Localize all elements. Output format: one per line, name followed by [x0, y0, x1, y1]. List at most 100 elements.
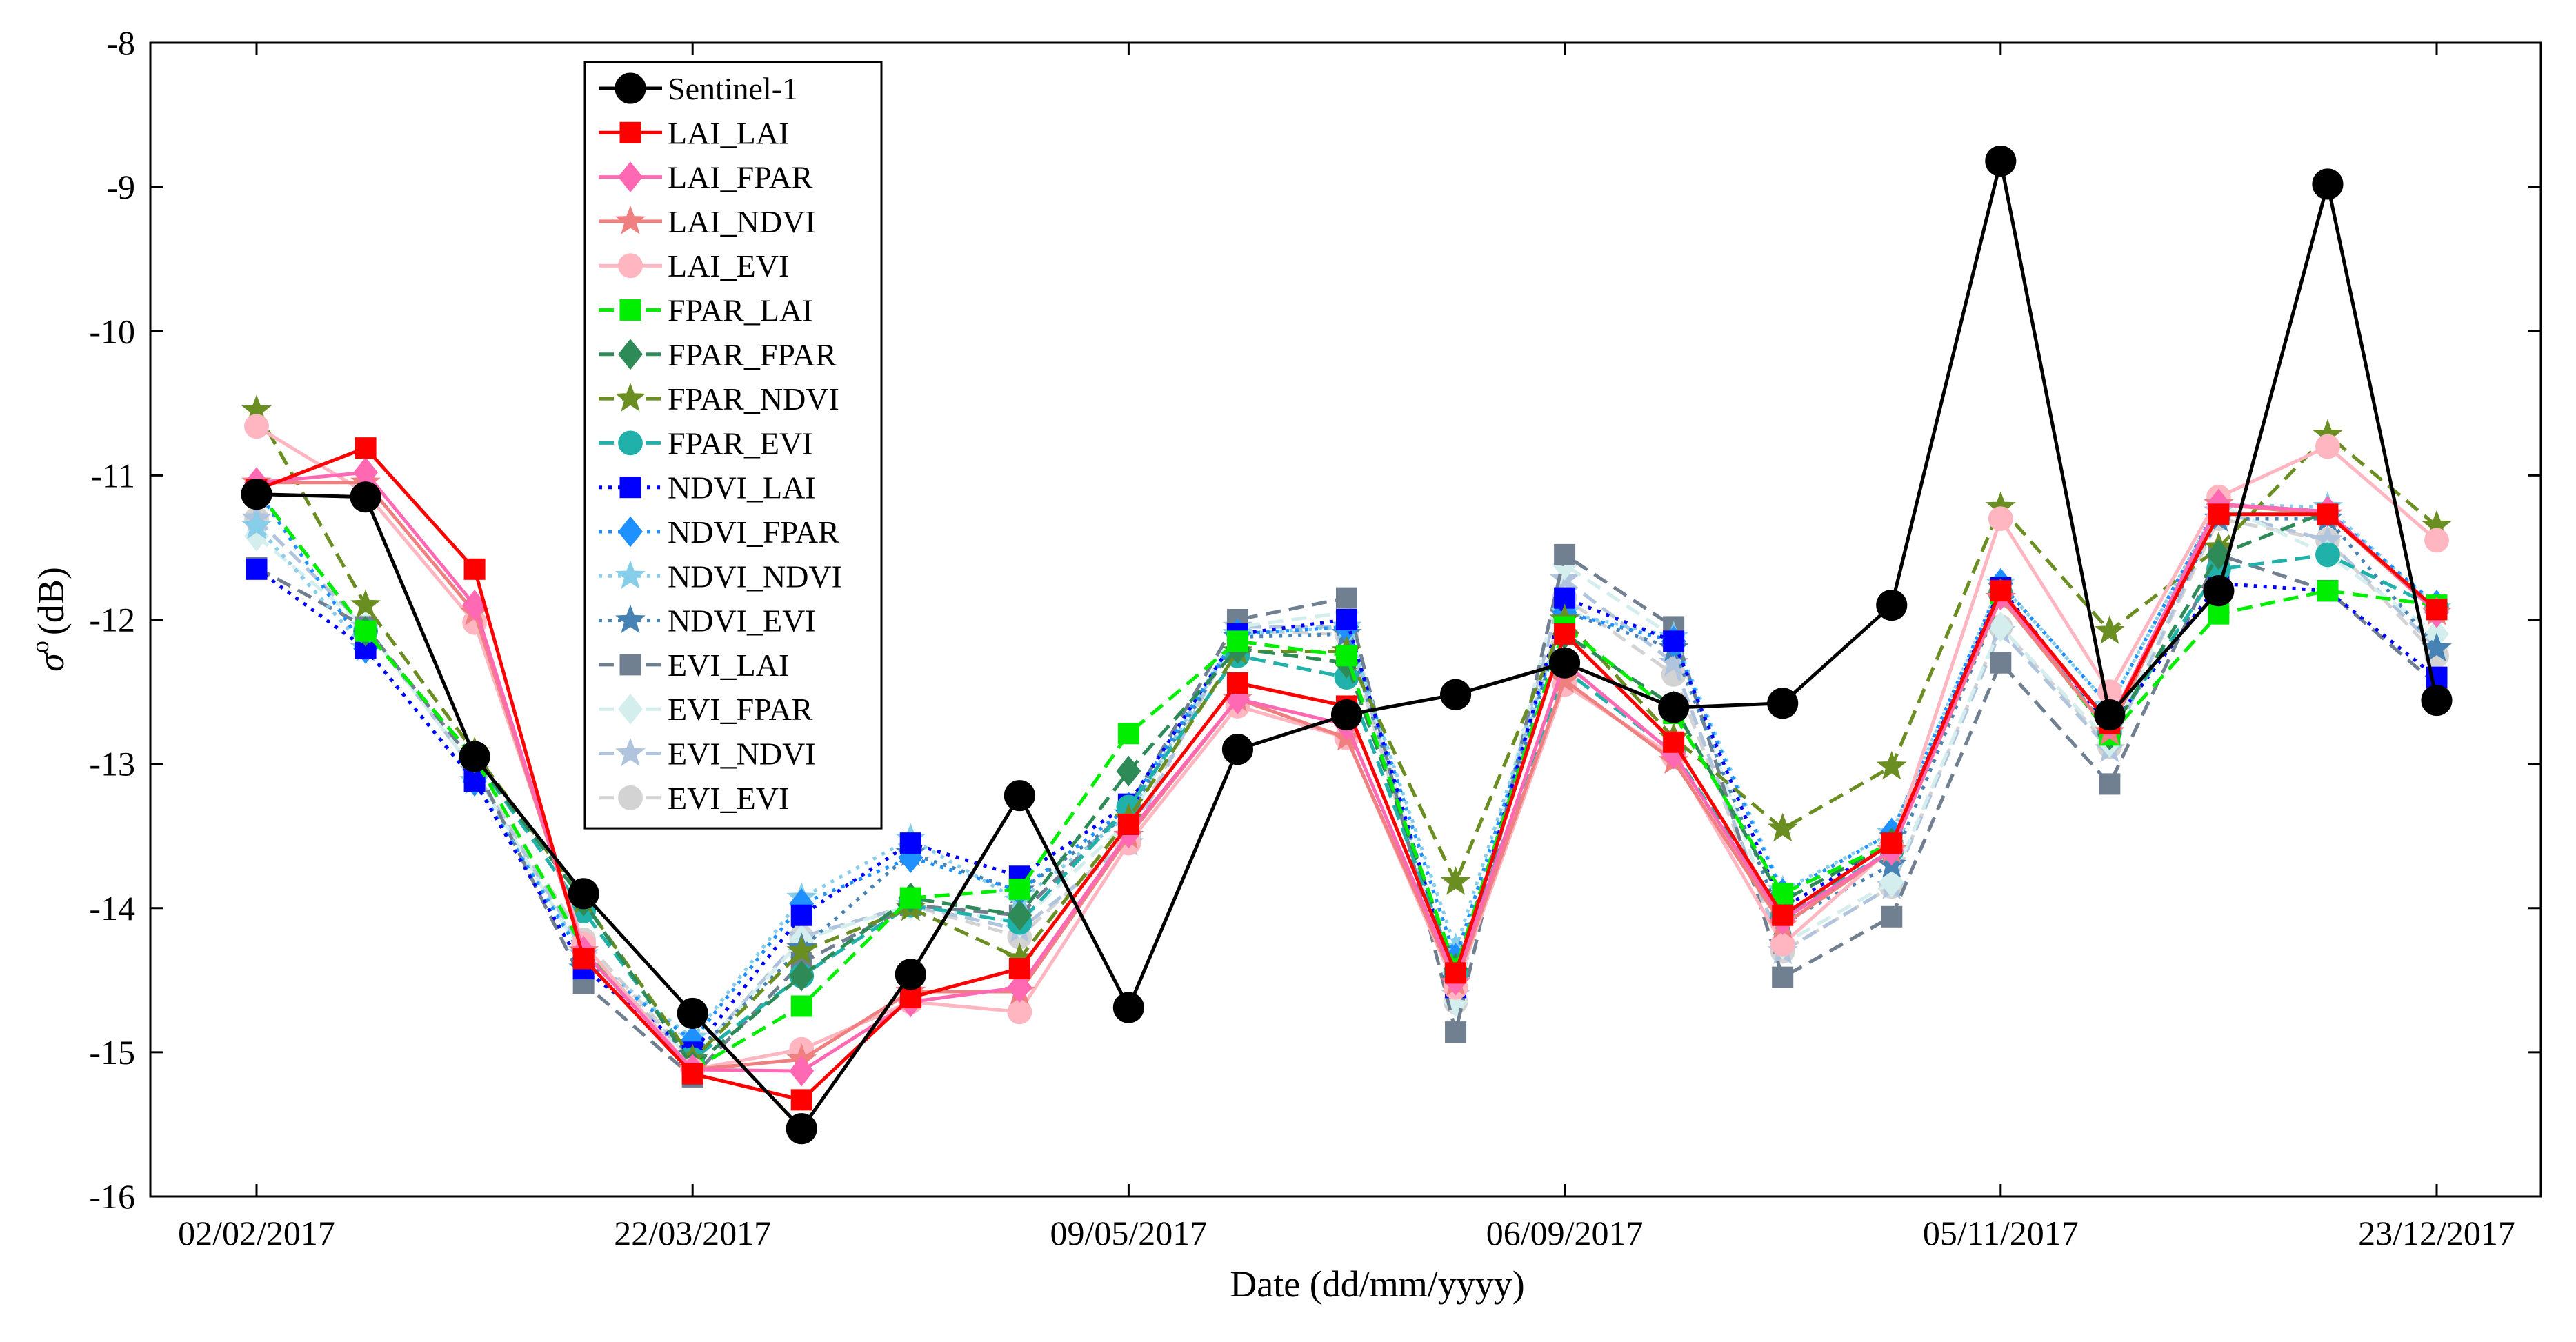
data-point: [786, 1113, 817, 1145]
data-point: [1881, 905, 1903, 928]
legend-marker: [618, 339, 643, 370]
y-tick-label: -10: [89, 312, 135, 350]
data-point: [244, 414, 269, 439]
data-point: [2426, 666, 2448, 688]
legend-label: LAI_NDVI: [668, 204, 816, 239]
data-point: [246, 558, 268, 580]
data-point: [1988, 611, 2013, 643]
data-point: [463, 770, 486, 792]
data-point: [1007, 972, 1032, 1003]
legend-label: FPAR_NDVI: [668, 381, 839, 417]
y-axis: -16 -15 -14 -13 -12 -11 -10 -9 -8: [89, 23, 2541, 1216]
y-axis-label: σo (dB): [26, 567, 72, 672]
y-tick-label: -13: [89, 745, 135, 783]
legend-marker: [618, 253, 643, 279]
data-point: [786, 935, 817, 965]
legend-label: NDVI_LAI: [668, 470, 816, 505]
data-point: [1445, 962, 1467, 984]
legend-label: FPAR_EVI: [668, 425, 812, 461]
data-point: [355, 620, 377, 642]
data-point: [568, 878, 599, 910]
data-point: [463, 558, 486, 580]
data-point: [2094, 615, 2125, 644]
data-point: [1221, 734, 1253, 765]
legend-marker: [615, 72, 646, 104]
data-point: [1440, 679, 1472, 710]
legend-label: LAI_LAI: [668, 115, 789, 150]
data-point: [1988, 506, 2013, 532]
legend-marker: [618, 430, 643, 456]
y-tick-label: -16: [89, 1177, 135, 1216]
data-point: [790, 1089, 812, 1111]
data-point: [1117, 723, 1139, 745]
legend-marker: [618, 516, 643, 548]
legend-label: NDVI_NDVI: [668, 559, 842, 594]
data-point: [1985, 145, 2017, 177]
data-point: [1772, 883, 1794, 905]
data-point: [2206, 539, 2231, 570]
x-tick-label: 02/02/2017: [178, 1214, 335, 1252]
data-point: [899, 887, 921, 909]
data-point: [790, 904, 812, 926]
y-tick-label: -12: [89, 601, 135, 639]
data-point: [459, 741, 490, 772]
y-tick-label: -11: [90, 456, 135, 494]
data-point: [2317, 580, 2339, 602]
x-tick-label: 23/12/2017: [2358, 1214, 2515, 1252]
legend-label: EVI_EVI: [668, 781, 789, 816]
legend-marker: [619, 121, 641, 143]
series-Sentinel-1: [241, 145, 2453, 1145]
data-point: [1004, 780, 1035, 812]
y-axis-label-superscript: o: [26, 641, 54, 653]
legend-marker: [618, 161, 643, 193]
data-point: [1881, 832, 1903, 854]
legend-label: FPAR_FPAR: [668, 337, 837, 372]
data-point: [1330, 699, 1363, 731]
data-point: [1336, 587, 1357, 609]
data-point: [1990, 580, 2012, 602]
legend-marker: [618, 693, 643, 725]
data-point: [241, 479, 272, 510]
data-point: [1336, 609, 1357, 630]
x-tick-label: 06/09/2017: [1486, 1214, 1644, 1252]
data-point: [2315, 434, 2340, 459]
legend-label: NDVI_EVI: [668, 603, 816, 639]
data-point: [2312, 168, 2344, 200]
legend-label: FPAR_LAI: [668, 293, 812, 328]
data-point: [681, 1063, 703, 1085]
legend-marker: [615, 604, 646, 634]
data-point: [1226, 630, 1248, 652]
data-point: [899, 986, 921, 1008]
data-point: [1554, 623, 1576, 645]
data-point: [1879, 866, 1904, 898]
y-axis-label-unit: (dB): [30, 567, 72, 635]
data-point: [1116, 755, 1141, 787]
data-point: [1008, 879, 1030, 901]
legend-label: EVI_LAI: [668, 648, 789, 683]
data-point: [244, 520, 269, 552]
data-point: [1117, 813, 1139, 835]
data-point: [1008, 958, 1030, 980]
data-point: [1554, 543, 1576, 565]
data-point: [2317, 503, 2339, 525]
legend-label: Sentinel-1: [668, 71, 798, 106]
legend-marker: [619, 299, 641, 321]
data-point: [2426, 599, 2448, 621]
data-point: [1772, 904, 1794, 926]
legend-label: LAI_FPAR: [668, 160, 813, 195]
y-tick-label: -8: [106, 23, 135, 62]
data-point: [1445, 1021, 1467, 1043]
legend: Sentinel-1 LAI_LAI LAI_FPAR LAI_NDVI LAI_EVI…: [583, 61, 883, 830]
data-point: [1226, 672, 1248, 694]
data-point: [2315, 542, 2340, 568]
legend-marker: [619, 654, 641, 676]
data-point: [1112, 992, 1144, 1023]
y-tick-label: -14: [89, 889, 135, 928]
legend-marker: [615, 383, 646, 412]
legend-marker: [615, 560, 646, 589]
data-point: [790, 995, 812, 1017]
data-point: [350, 481, 381, 513]
data-point: [1549, 664, 1580, 693]
data-point: [2203, 575, 2235, 607]
data-point: [2099, 773, 2121, 795]
